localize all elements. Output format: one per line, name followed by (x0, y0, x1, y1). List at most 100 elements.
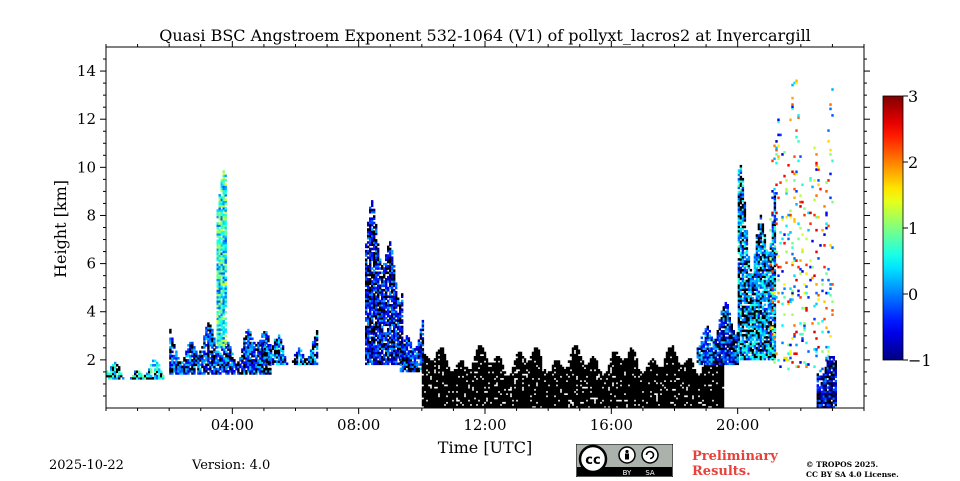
heat-cell (697, 377, 701, 381)
heat-cell (419, 350, 423, 353)
heat-cell (635, 375, 639, 379)
heat-cell (569, 362, 573, 366)
heat-cell (421, 356, 425, 359)
heat-cell (463, 373, 467, 376)
heat-cell (373, 308, 376, 311)
heat-cell (525, 405, 529, 409)
heat-cell (671, 356, 675, 359)
heat-cell (559, 371, 563, 374)
heat-cell (405, 341, 409, 345)
heat-cell (659, 366, 663, 370)
heat-cell (203, 339, 206, 343)
heat-cell (217, 367, 220, 371)
heat-cell (393, 280, 396, 283)
heat-cell (631, 403, 635, 407)
heat-cell (245, 348, 248, 351)
heat-cell (267, 353, 271, 357)
heat-cell (685, 397, 689, 400)
heat-cell (673, 375, 677, 379)
heat-cell (199, 350, 202, 354)
heat-cell (571, 392, 575, 396)
heat-cell (621, 384, 625, 387)
heat-cell (703, 366, 707, 370)
heat-cell (421, 392, 425, 396)
heat-cell (653, 373, 657, 376)
heat-cell (647, 362, 651, 366)
heat-cell (383, 319, 386, 322)
heat-cell (653, 386, 657, 389)
heat-cell (224, 209, 227, 212)
heat-cell (547, 395, 551, 398)
heat-cell (249, 331, 252, 334)
heat-cell (375, 239, 378, 242)
heat-cell (243, 357, 246, 360)
heat-cell (605, 388, 609, 392)
heat-cell (493, 388, 497, 392)
heat-cell (651, 388, 655, 392)
heat-cell (567, 382, 571, 385)
heat-cell (629, 386, 633, 389)
heat-cell (201, 350, 204, 354)
heat-cell (371, 343, 374, 346)
heat-cell (369, 269, 372, 272)
heat-cell (453, 390, 457, 394)
heat-cell (611, 351, 615, 355)
heat-cell (383, 284, 386, 288)
heat-cell (375, 228, 378, 231)
heat-cell (591, 358, 595, 361)
heat-cell (441, 351, 445, 355)
heat-cell (651, 395, 655, 398)
heat-cell (219, 367, 222, 371)
heat-cell (222, 313, 225, 316)
heat-cell (241, 372, 244, 375)
heat-cell (465, 397, 469, 400)
heat-cell (265, 347, 269, 350)
heat-cell (367, 306, 370, 309)
heat-cell (503, 399, 507, 402)
heat-cell (419, 335, 423, 338)
heat-cell (499, 366, 503, 370)
heat-cell (577, 397, 581, 400)
heat-cell (473, 392, 477, 396)
heat-cell (421, 388, 425, 392)
heat-cell (409, 358, 413, 362)
heat-cell (377, 343, 380, 346)
heat-cell (701, 397, 705, 400)
heat-cell (233, 359, 236, 362)
heat-cell (697, 375, 701, 379)
heat-cell (369, 314, 372, 318)
heat-cell (571, 369, 575, 372)
heat-cell (477, 379, 481, 383)
heat-cell (641, 382, 645, 385)
heat-cell (447, 384, 451, 387)
heat-cell (373, 301, 376, 305)
heat-cell (403, 363, 407, 366)
heat-cell (631, 388, 635, 392)
heat-cell (381, 304, 384, 307)
heat-cell (687, 397, 691, 400)
heat-cell (629, 403, 633, 407)
heat-cell (309, 351, 313, 355)
heat-cell (263, 333, 266, 336)
heat-cell (387, 247, 390, 251)
heat-cell (681, 375, 685, 379)
heat-cell (220, 241, 223, 245)
heat-cell (641, 388, 645, 392)
heat-cell (224, 230, 227, 234)
heat-cell (703, 371, 707, 374)
heat-cell (539, 369, 543, 372)
heat-cell (377, 284, 380, 288)
heat-cell (579, 403, 583, 407)
heat-cell (385, 271, 388, 275)
heat-cell (489, 395, 493, 398)
heat-cell (146, 377, 149, 380)
heat-cell (431, 397, 435, 400)
heat-cell (555, 371, 559, 374)
heat-cell (631, 386, 635, 389)
heat-cell (152, 364, 155, 367)
heat-cell (595, 386, 599, 389)
heat-cell (365, 353, 368, 357)
heat-cell (673, 356, 677, 359)
heat-cell (377, 282, 380, 285)
heat-cell (679, 388, 683, 392)
